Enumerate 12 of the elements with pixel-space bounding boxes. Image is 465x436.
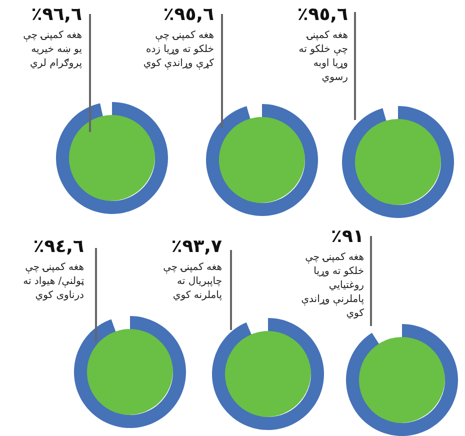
text: ٩٤,٦٪: [32, 236, 84, 258]
chart-title: هغه کمپنۍ چې خلکو ته وړیا اوبه رسوي: [298, 29, 348, 85]
chart-title: هغه کمپنۍ چې خلکو ته وړیا زده کړې وړاندې کوي: [142, 29, 214, 71]
text: ٩٥,٦٪: [162, 4, 214, 26]
text: ٩٥,٦٪: [296, 4, 348, 26]
text: ٩٦,٦٪: [30, 4, 82, 26]
chart-title: هغه کمپنۍ چې یو ښه خیریه پروګرام لري: [22, 29, 82, 71]
chart-title: هغه کمپنۍ چې ټولنې/ هیواد ته درناوی کوي: [22, 261, 84, 303]
text: ٩٣,٧٪: [170, 236, 222, 258]
text: ٩١٪: [330, 226, 364, 248]
chart-title: هغه کمپنۍ چې چاپېریال ته پاملرنه کوي: [162, 261, 222, 303]
chart-title: هغه کمپنۍ چې خلکو ته وړیا روغتیایي پاملرنې وړاندې کوي: [300, 251, 364, 321]
